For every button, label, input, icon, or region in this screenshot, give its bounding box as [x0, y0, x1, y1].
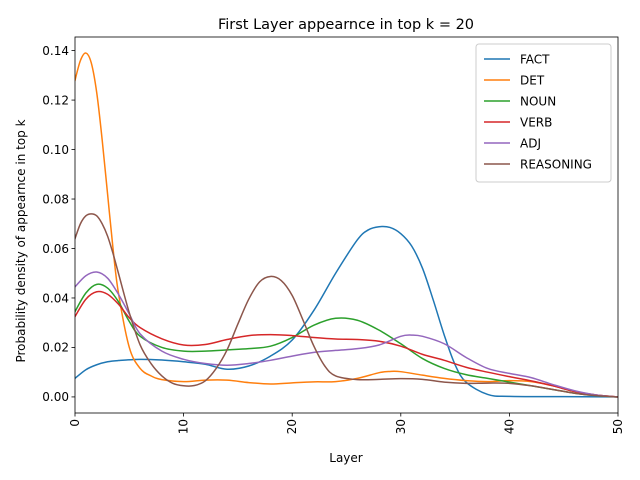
legend-label-fact: FACT	[520, 52, 550, 66]
axes-border	[74, 36, 619, 414]
y-tick-label: 0.06	[42, 242, 69, 256]
y-axis-ticks: 0.00 0.02 0.04 0.06 0.08 0.10 0.12 0.14	[42, 44, 75, 404]
x-axis-ticks: 0 10 20 30 40 50	[68, 413, 625, 434]
series-line-reasoning	[75, 213, 618, 398]
y-tick-label: 0.10	[42, 143, 69, 157]
y-tick-label: 0.12	[42, 93, 69, 107]
legend-label-noun: NOUN	[520, 94, 556, 108]
series-line-fact	[75, 225, 618, 398]
x-tick-label: 40	[502, 419, 516, 434]
y-axis-title: Probability density of appearnce in top …	[14, 119, 28, 362]
x-tick-label: 0	[68, 419, 82, 427]
x-tick-label: 20	[285, 419, 299, 434]
chart-title: First Layer appearnce in top k = 20	[218, 17, 474, 33]
legend-label-det: DET	[520, 73, 545, 87]
series-line-det	[75, 52, 618, 398]
y-tick-label: 0.02	[42, 341, 69, 355]
y-tick-label: 0.14	[42, 44, 69, 58]
x-tick-label: 50	[611, 419, 625, 434]
legend: FACT DET NOUN VERB ADJ REASONING	[475, 43, 612, 183]
x-tick-label: 30	[394, 419, 408, 434]
legend-label-reasoning: REASONING	[520, 157, 592, 171]
y-tick-label: 0.00	[42, 390, 69, 404]
y-tick-label: 0.04	[42, 291, 69, 305]
x-axis-title: Layer	[329, 451, 363, 465]
legend-label-verb: VERB	[520, 115, 552, 129]
x-tick-label: 10	[177, 419, 191, 434]
legend-label-adj: ADJ	[520, 136, 541, 150]
legend-box	[475, 43, 612, 183]
axes-frame	[74, 36, 619, 414]
plot-area	[75, 52, 618, 398]
y-tick-label: 0.08	[42, 192, 69, 206]
series-line-verb	[75, 290, 618, 398]
